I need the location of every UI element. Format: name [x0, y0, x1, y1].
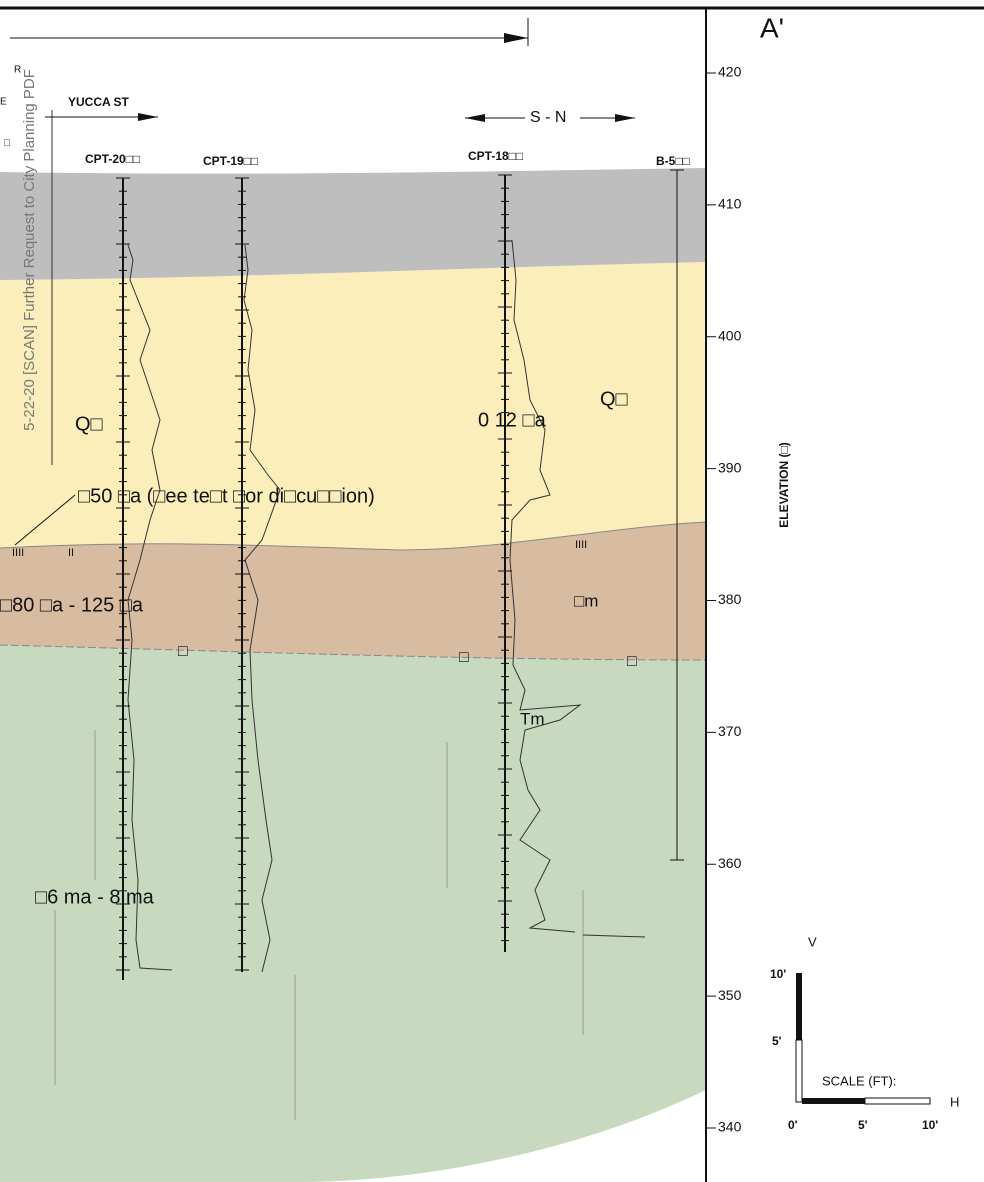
- contact-mark: □: [627, 653, 637, 670]
- scale-bar: [796, 973, 802, 1040]
- unit-label: Q□: [75, 413, 103, 435]
- boring-ticks: [116, 174, 512, 980]
- scale-label: 5': [858, 1118, 868, 1132]
- edge-label: E: [0, 97, 7, 108]
- boring-label: CPT-20□□: [85, 152, 140, 166]
- unit-label: Q□: [600, 388, 628, 410]
- age-label: □6 ma - 8 ma: [35, 886, 155, 908]
- scale-label: 5': [772, 1034, 782, 1048]
- street-label: YUCCA ST: [68, 95, 130, 109]
- scale-label: 0': [788, 1118, 798, 1132]
- fill-layer: [0, 168, 706, 280]
- alluvium-layer: [0, 262, 706, 550]
- bedrock-layer: [0, 645, 706, 1182]
- axis-tick-label: 390: [718, 459, 742, 475]
- scale-label: 10': [770, 967, 786, 981]
- scale-bar: [864, 1097, 931, 1105]
- cpt-traces: [127, 239, 582, 973]
- scale-title: SCALE (FT):: [822, 1073, 896, 1088]
- boring-label: CPT-18□□: [468, 149, 523, 163]
- scale-label: 10': [922, 1118, 938, 1132]
- axis-tick-label: 380: [718, 591, 742, 607]
- arrowhead: [615, 114, 635, 122]
- leader: [14, 494, 76, 546]
- contact-mark: □: [459, 649, 469, 666]
- axis-tick-label: 400: [718, 327, 742, 343]
- hatch: II: [68, 547, 74, 559]
- watermark: 5-22-20 [SCAN] Further Request to City P…: [21, 69, 38, 431]
- age-label: 0 12 □a: [478, 409, 547, 431]
- age-label: □50 □a (□ee te□t □or di□cu□□ion): [78, 485, 375, 507]
- contact: [0, 644, 707, 661]
- axis-tick-label: 410: [718, 196, 742, 212]
- edge-label: □: [4, 138, 10, 149]
- edge-label: R: [14, 65, 21, 76]
- arrowhead: [138, 113, 158, 121]
- contact: [0, 521, 707, 551]
- fault-lines: [51, 110, 646, 1120]
- boring-label: CPT-19□□: [203, 154, 258, 168]
- boring-label: B-5□□: [656, 154, 690, 168]
- axis-title: ELEVATION (□): [777, 442, 791, 527]
- axis-tick-label: 360: [718, 855, 742, 871]
- hatch: IIII: [575, 539, 587, 551]
- section-label: A': [760, 12, 784, 43]
- scale-bar: [795, 1039, 803, 1103]
- middle-layer: [0, 522, 706, 660]
- axis-tick-label: 340: [718, 1119, 742, 1135]
- axis-tick-label: 370: [718, 723, 742, 739]
- contact-mark: □: [178, 643, 188, 660]
- arrowhead: [465, 114, 485, 122]
- axis-tick-label: 350: [718, 987, 742, 1003]
- hatch: IIII: [12, 547, 24, 559]
- age-label: □80 □a - 125 □a: [0, 594, 144, 616]
- direction-label: S - N: [530, 109, 566, 126]
- arrowhead: [504, 33, 528, 43]
- elevation-axis: 420 410 400 390 380 370 360 350 340: [706, 64, 742, 1135]
- unit-label: Tm: [520, 709, 545, 728]
- axis-tick-label: 420: [718, 64, 742, 80]
- scale-bar: [802, 1098, 865, 1104]
- scale-label: H: [950, 1094, 959, 1109]
- unit-label: □m: [574, 591, 598, 610]
- scale-label: V: [808, 934, 817, 949]
